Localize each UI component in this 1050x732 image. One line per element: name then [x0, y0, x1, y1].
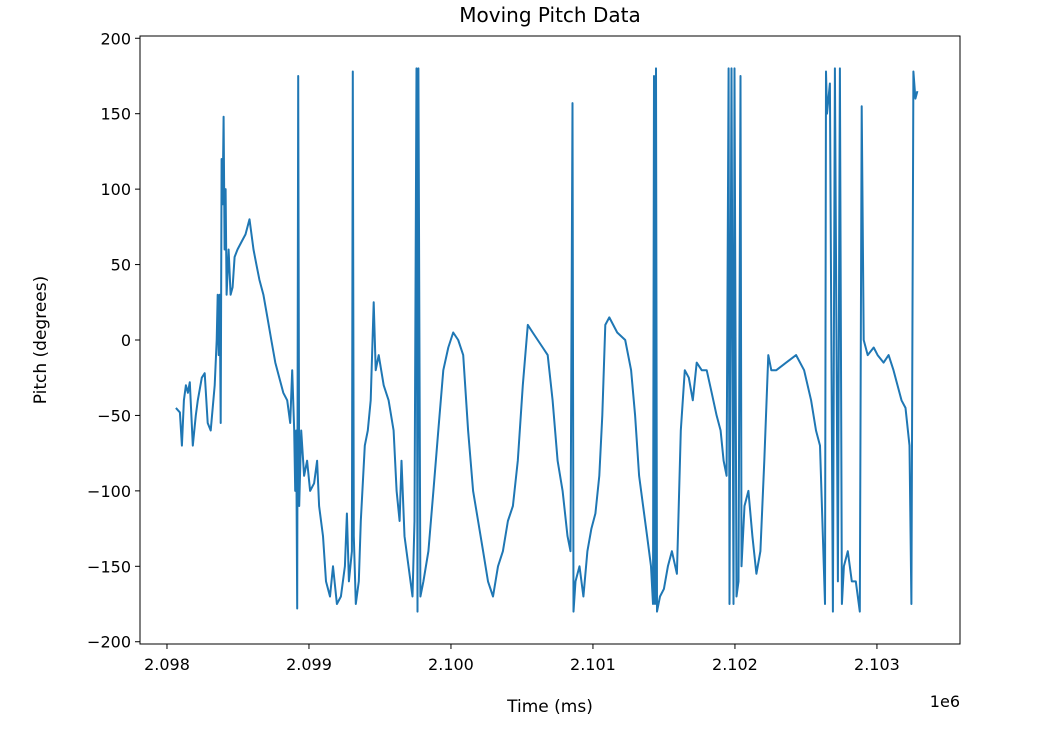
y-tick-label: 200 [100, 29, 131, 48]
y-tick-label: −100 [87, 482, 131, 501]
x-offset-label: 1e6 [930, 692, 960, 711]
data-line [175, 67, 919, 613]
x-tick-label: 2.099 [286, 655, 332, 674]
x-axis-label: Time (ms) [506, 697, 593, 717]
y-tick-label: 150 [100, 105, 131, 124]
x-tick-label: 2.103 [854, 655, 900, 674]
chart-title: Moving Pitch Data [459, 3, 640, 27]
y-tick-label: −200 [87, 633, 131, 652]
y-tick-label: −50 [97, 406, 131, 425]
y-axis-label: Pitch (degrees) [31, 276, 51, 405]
x-tick-label: 2.101 [570, 655, 616, 674]
plot-frame [139, 35, 961, 645]
x-tick-label: 2.098 [144, 655, 190, 674]
y-tick-label: 0 [121, 331, 131, 350]
y-tick-label: 100 [100, 180, 131, 199]
x-tick-label: 2.102 [712, 655, 758, 674]
x-tick-label: 2.100 [428, 655, 474, 674]
y-tick-label: −150 [87, 557, 131, 576]
y-tick-label: 50 [111, 256, 131, 275]
